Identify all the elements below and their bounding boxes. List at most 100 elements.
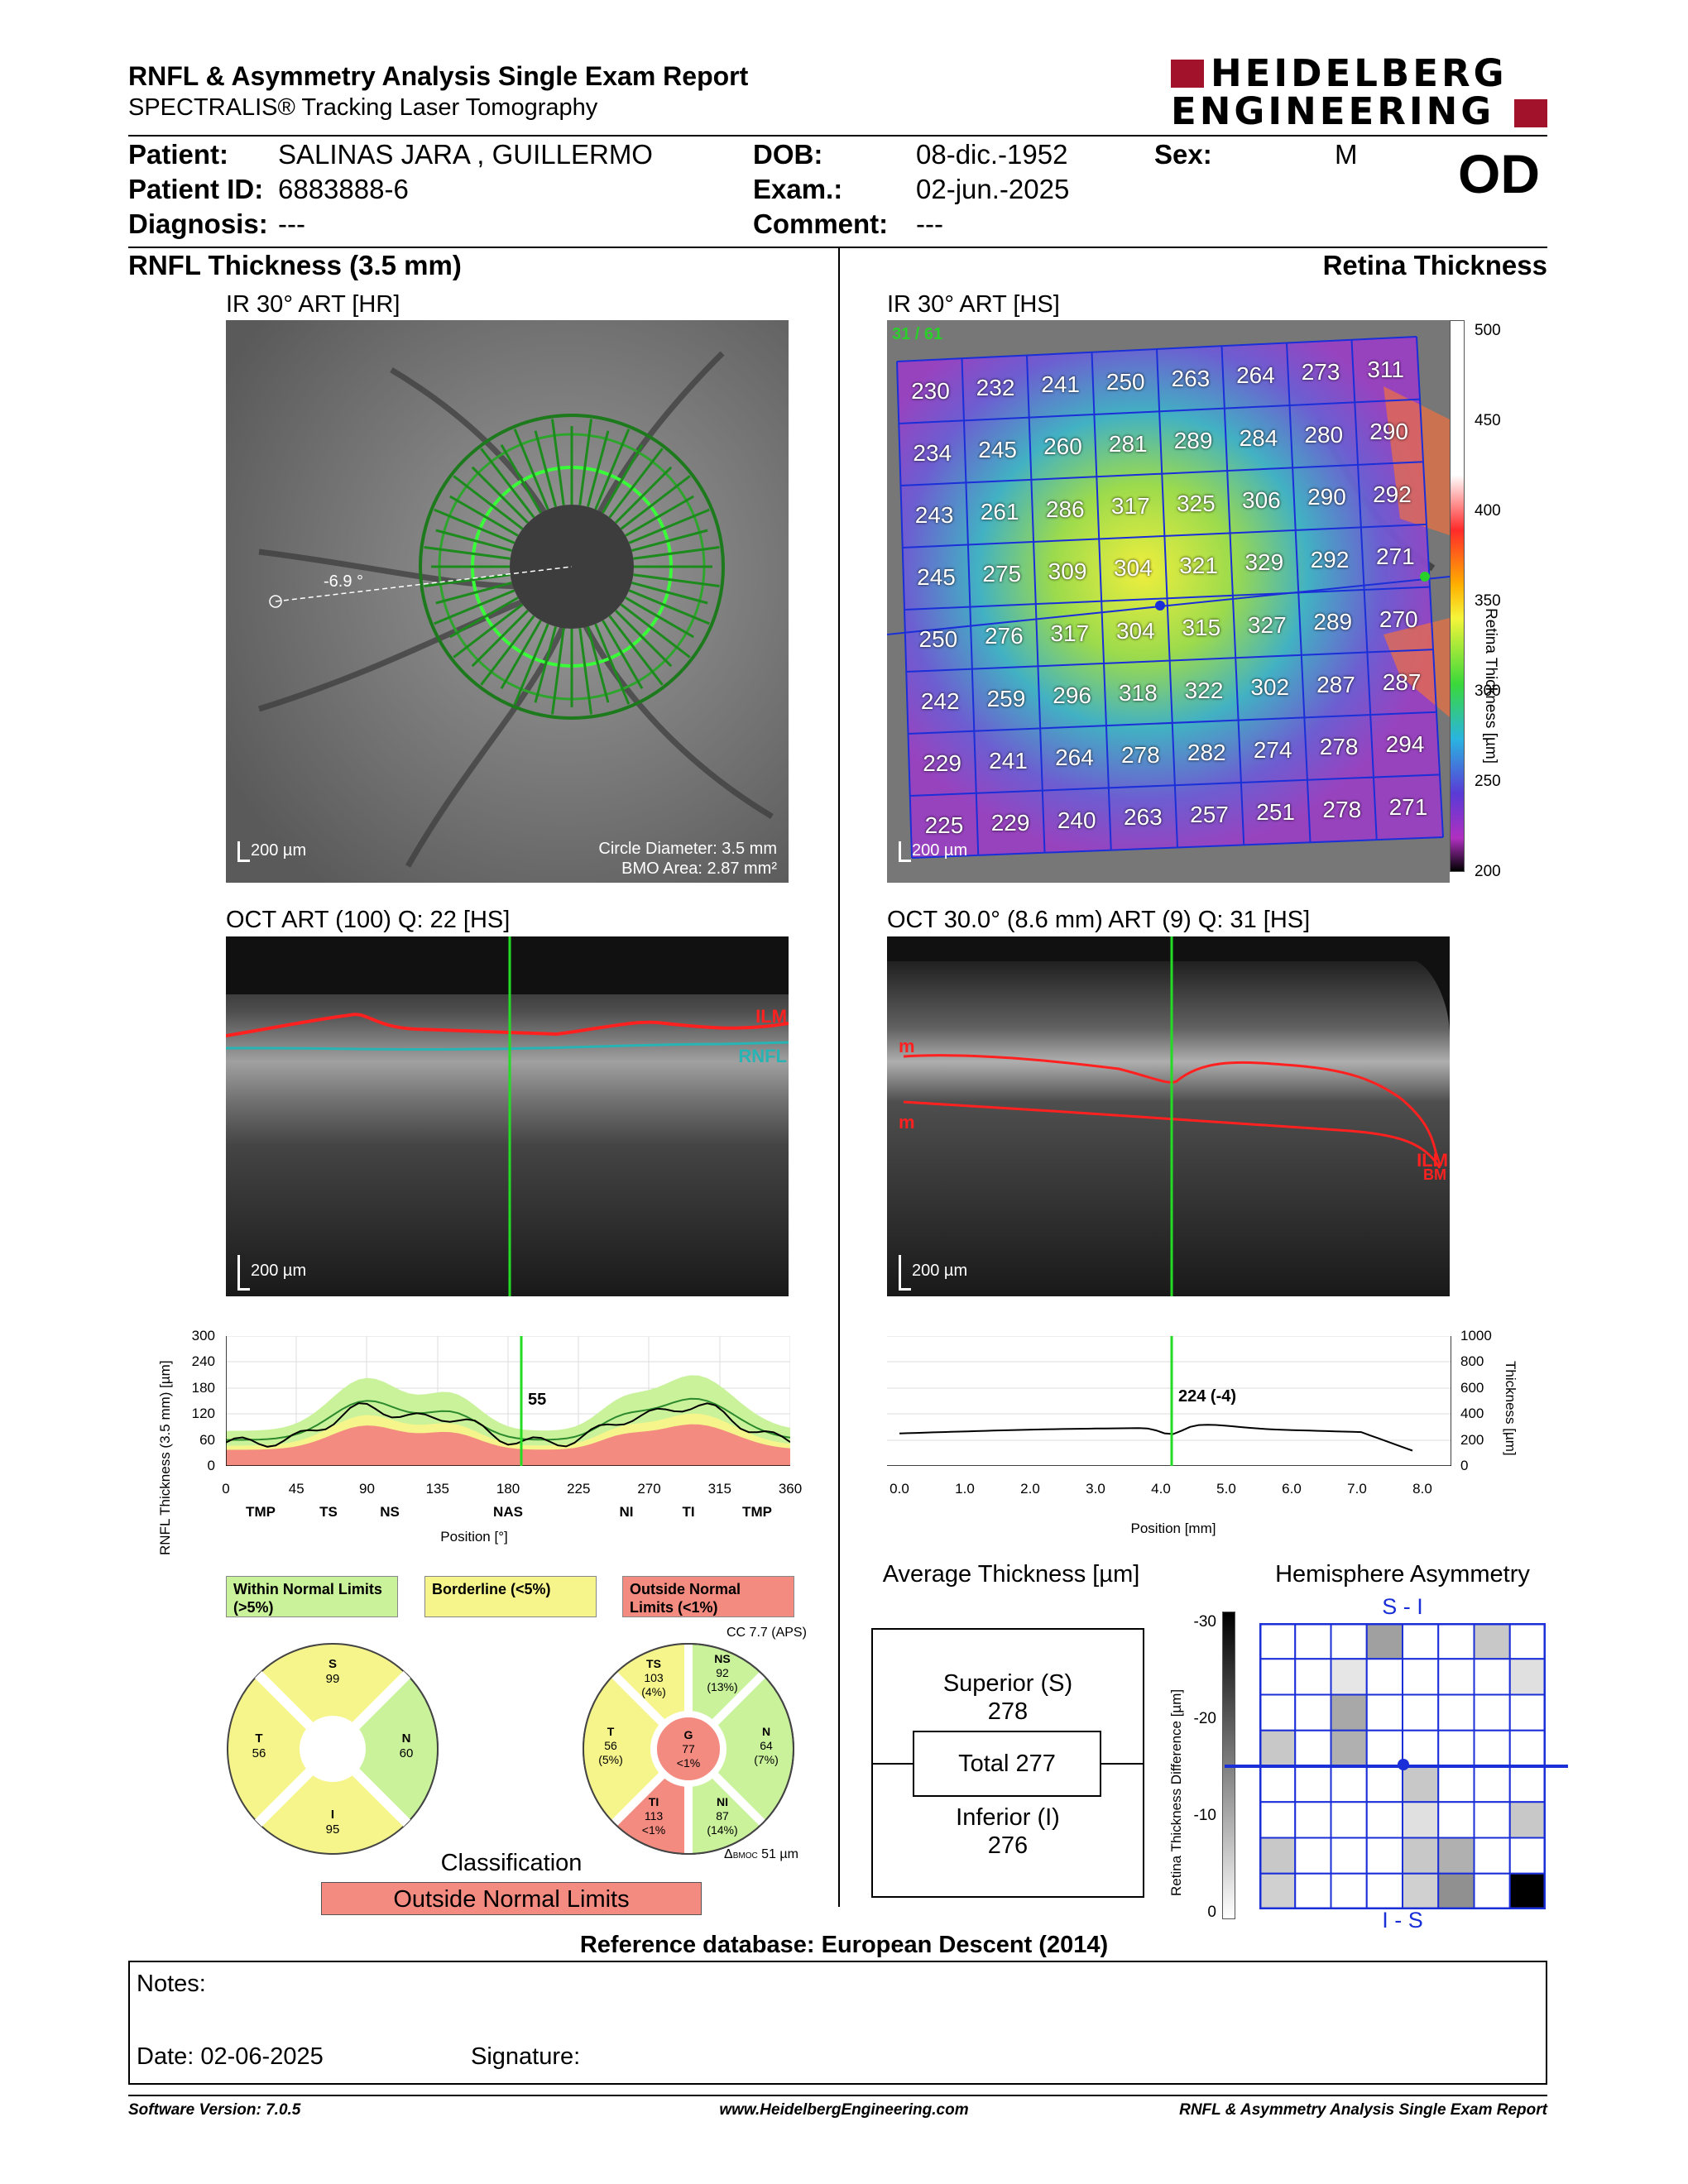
delta-icon: Δ xyxy=(724,1847,733,1861)
rnfl-graph-xlabel: Position [°] xyxy=(440,1529,508,1545)
retina-cell: 234 xyxy=(913,439,952,466)
pie2-t-key: T xyxy=(607,1725,615,1738)
oct-left-rnfl: RNFL xyxy=(738,1046,787,1066)
retina-cell: 282 xyxy=(1187,739,1226,765)
asymmetry-midline xyxy=(1225,1765,1568,1768)
ir-right-scale: 200 µm xyxy=(912,841,968,860)
pie1-t-value: 56 xyxy=(252,1746,266,1760)
pie2-g-pct: <1% xyxy=(676,1756,701,1770)
retina-cell: 325 xyxy=(1176,490,1216,516)
retina-cell: 309 xyxy=(1048,558,1087,584)
rnfl-xtick: 360 xyxy=(778,1481,803,1497)
classification-label: Classification xyxy=(440,1850,583,1876)
colorbar-tick: 350 xyxy=(1475,592,1501,610)
reference-database: Reference database: European Descent (20… xyxy=(579,1932,1109,1958)
colorbar-tick: 300 xyxy=(1475,682,1501,700)
notes-date: Date: 02-06-2025 xyxy=(137,2043,324,2070)
retina-cell: 229 xyxy=(990,809,1030,836)
retina-cell: 278 xyxy=(1319,734,1359,760)
sector-pie: TS 103 (4%) NS 92 (13%) T 56 (5%) G 77 <1% N 64 (7… xyxy=(582,1642,795,1856)
footer-url: www.HeidelbergEngineering.com xyxy=(719,2101,969,2119)
ir-right-label: IR 30° ART [HS] xyxy=(887,291,1060,318)
retina-cell: 229 xyxy=(923,750,961,776)
rnfl-xtick: 270 xyxy=(637,1481,661,1497)
retina-cell: 294 xyxy=(1385,731,1425,758)
retina-cell: 306 xyxy=(1242,486,1281,513)
retina-cell: 304 xyxy=(1115,617,1155,644)
pie2-ts-value: 103 xyxy=(644,1671,664,1684)
pie2-n-pct: (7%) xyxy=(754,1753,779,1766)
oct-right-bm: BM xyxy=(1423,1166,1446,1183)
retina-cell: 329 xyxy=(1244,549,1284,576)
rnfl-xtick: 225 xyxy=(567,1481,591,1497)
rnfl-ytick: 120 xyxy=(191,1406,215,1422)
retina-cell: 289 xyxy=(1173,428,1213,454)
patient-value: SALINAS JARA , GUILLERMO xyxy=(278,139,653,170)
retina-cell: 260 xyxy=(1043,433,1082,460)
asymmetry-center-marker xyxy=(1398,1759,1409,1770)
pie1-s-value: 99 xyxy=(325,1672,340,1686)
ir-left-scale: 200 µm xyxy=(251,841,307,860)
logo-line1: HEIDELBERG xyxy=(1211,51,1508,95)
asymmetry-grid xyxy=(1259,1622,1547,1910)
thickness-xtick: 5.0 xyxy=(1216,1481,1236,1497)
thickness-xtick: 2.0 xyxy=(1020,1481,1040,1497)
bmoc-label: ΔBMOC 51 µm xyxy=(724,1847,798,1862)
thickness-ytick: 400 xyxy=(1460,1406,1484,1422)
retina-cell: 311 xyxy=(1367,356,1404,382)
exam-label: Exam.: xyxy=(753,174,843,204)
rnfl-graph: 55 xyxy=(225,1335,791,1467)
retina-cell: 263 xyxy=(1171,365,1211,391)
thickness-xtick: 6.0 xyxy=(1282,1481,1302,1497)
retina-grid-values: 230 232 241 250 263 264 273 311 234 245 260 281 289 2… xyxy=(887,320,1450,883)
pie1-s-key: S xyxy=(328,1657,337,1671)
superior-value: 278 xyxy=(987,1698,1029,1725)
oct-left-ilm: ILM xyxy=(755,1006,787,1027)
cc-label: CC 7.7 (APS) xyxy=(727,1626,807,1640)
rnfl-xtick: 0 xyxy=(222,1481,230,1497)
bmoc-sub: BMOC xyxy=(732,1851,758,1861)
diagnosis-value: --- xyxy=(278,208,305,239)
colorbar-tick: 450 xyxy=(1475,412,1501,429)
retina-section-title: Retina Thickness xyxy=(1322,250,1547,280)
eye-indicator: OD xyxy=(1458,143,1540,204)
pie2-ni-key: NI xyxy=(717,1795,728,1808)
pie1-i-key: I xyxy=(330,1808,335,1822)
thickness-graph: 224 (-4) xyxy=(887,1335,1452,1467)
scale-bar-icon xyxy=(899,841,911,862)
retina-cell: 274 xyxy=(1253,736,1292,763)
retina-cell: 225 xyxy=(924,812,964,838)
retina-cell: 302 xyxy=(1250,674,1290,701)
pie2-ti-pct: <1% xyxy=(641,1823,666,1837)
retina-cell: 261 xyxy=(980,499,1019,525)
column-divider xyxy=(838,248,840,1907)
rnfl-sector-label: TMP xyxy=(742,1504,772,1520)
ir-angle-label: -6.9 ° xyxy=(324,572,364,591)
retina-cell: 318 xyxy=(1118,679,1158,706)
retina-cell: 284 xyxy=(1239,424,1278,451)
oct-left-label: OCT ART (100) Q: 22 [HS] xyxy=(226,907,511,933)
quadrant-pie: S 99 T 56 N 60 I 95 xyxy=(226,1642,439,1856)
asymmetry-ylabel: Retina Thickness Difference [µm] xyxy=(1168,1688,1184,1896)
rnfl-ytick: 300 xyxy=(191,1328,215,1343)
pie2-ni-value: 87 xyxy=(716,1809,729,1822)
pie2-n-key: N xyxy=(761,1725,771,1738)
rnfl-sector-label: TS xyxy=(319,1504,338,1520)
footer-report: RNFL & Asymmetry Analysis Single Exam Re… xyxy=(1179,2101,1547,2119)
retina-cell: 243 xyxy=(914,501,954,528)
retina-cell: 289 xyxy=(1313,609,1353,635)
rnfl-ytick: 60 xyxy=(199,1431,215,1448)
asymmetry-bottom-label: I - S xyxy=(1382,1908,1423,1933)
retina-cell: 321 xyxy=(1179,552,1218,578)
asymmetry-title: Hemisphere Asymmetry xyxy=(1275,1561,1530,1588)
retina-cell: 245 xyxy=(978,437,1017,463)
oct-left-scale: 200 µm xyxy=(251,1262,307,1280)
retina-cell: 241 xyxy=(989,747,1028,774)
retina-cell: 317 xyxy=(1110,493,1150,520)
thickness-ytick: 200 xyxy=(1460,1431,1484,1448)
ir-thickness-map: 230 232 241 250 263 264 273 311 234 245 260 281 289 2… xyxy=(887,320,1450,883)
asymmetry-top-label: S - I xyxy=(1382,1594,1423,1619)
logo-line2: ENGINEERING xyxy=(1171,89,1495,133)
ir-fundus-image: -6.9 ° 200 µm Circle Diameter: 3.5 mm BM… xyxy=(226,320,789,883)
rnfl-cursor-value: 55 xyxy=(528,1391,547,1409)
